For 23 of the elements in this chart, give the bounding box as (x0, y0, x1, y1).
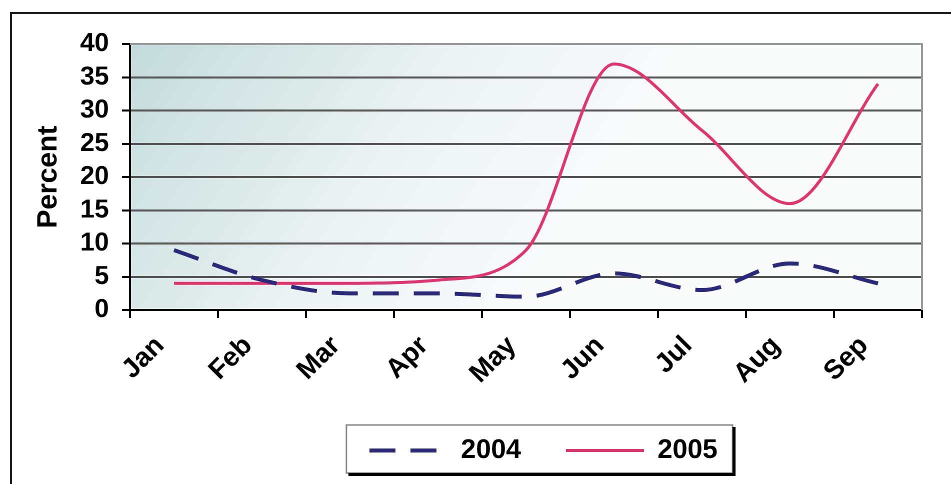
y-tick-label: 15 (80, 193, 109, 224)
line-series (172, 62, 880, 285)
y-tick-label: 40 (80, 27, 109, 58)
line-series (172, 248, 880, 299)
x-tick-label: Jan (115, 330, 170, 384)
x-tick-label: Aug (727, 330, 786, 388)
x-tick-label: Mar (290, 329, 346, 385)
y-tick-label: 25 (80, 126, 109, 157)
y-axis-title: Percent (32, 126, 63, 228)
y-tick-label: 10 (80, 226, 109, 257)
y-tick-label: 5 (94, 260, 109, 290)
x-tick-label: Apr (379, 329, 434, 384)
y-tick-label: 20 (80, 160, 109, 190)
legend-label: 2004 (460, 434, 522, 464)
y-tick-label: 35 (80, 60, 109, 90)
x-tick-label: May (463, 330, 522, 388)
y-tick-label: 30 (80, 94, 109, 124)
x-tick-label: Feb (202, 330, 258, 385)
y-tick-label: 0 (94, 293, 109, 324)
legend-label: 2005 (658, 434, 718, 464)
x-tick-label: Jun (554, 330, 610, 385)
x-tick-label: Sep (817, 330, 874, 386)
x-tick-label: Jul (648, 330, 698, 379)
